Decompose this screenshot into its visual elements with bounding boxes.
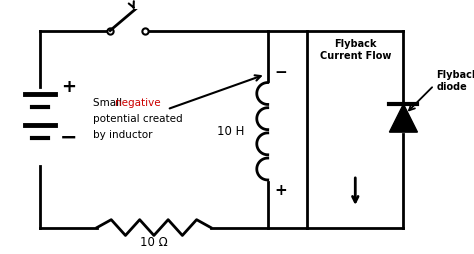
Polygon shape [390, 104, 418, 132]
Text: 10 H: 10 H [217, 125, 244, 138]
Text: Flyback
diode: Flyback diode [436, 70, 474, 92]
Text: +: + [274, 183, 287, 198]
Text: −: − [274, 65, 287, 80]
Text: 10 Ω: 10 Ω [140, 236, 168, 249]
Text: Flyback
Current Flow: Flyback Current Flow [319, 39, 391, 61]
Text: +: + [61, 78, 76, 97]
Text: −: − [60, 128, 77, 148]
Text: potential created: potential created [92, 114, 182, 124]
Text: negative: negative [115, 98, 161, 108]
Text: Small: Small [92, 98, 125, 108]
Text: by inductor: by inductor [92, 130, 152, 140]
